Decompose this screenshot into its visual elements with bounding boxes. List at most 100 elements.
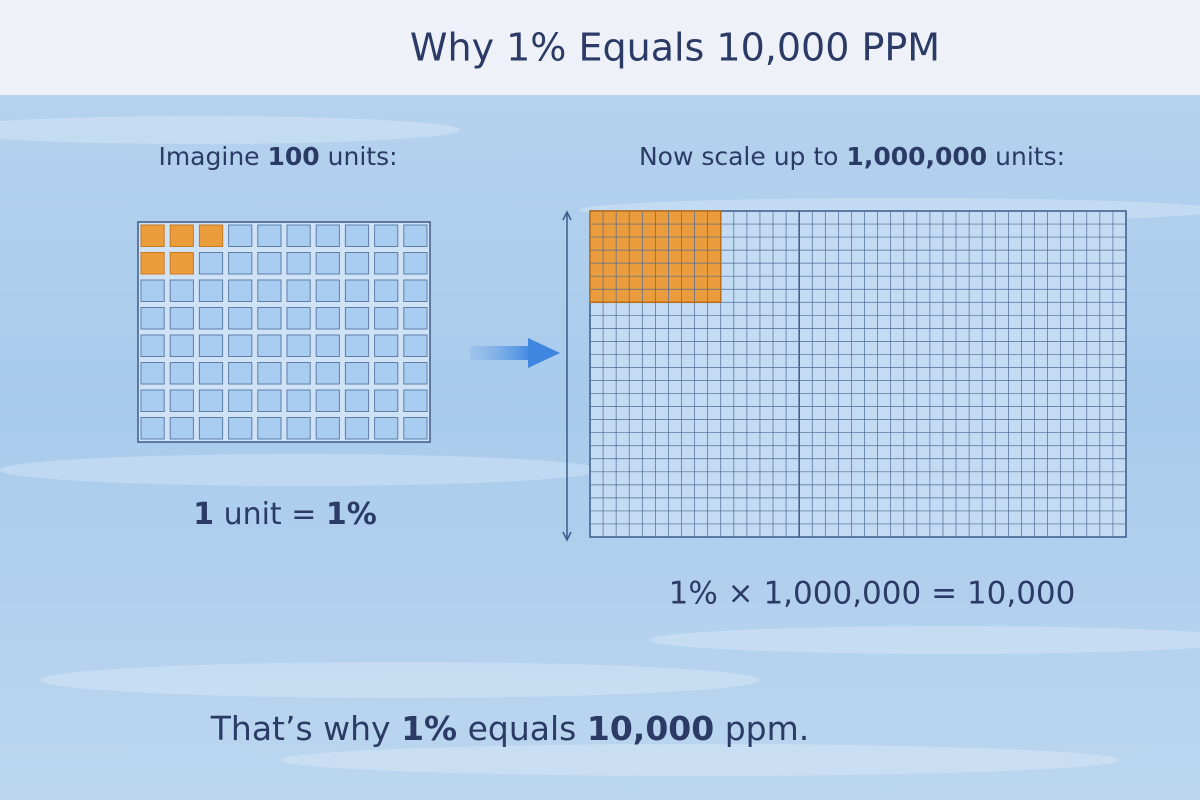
cell [198, 252, 224, 275]
conclusion-part: equals [468, 709, 577, 748]
cell [344, 279, 370, 302]
cell [198, 362, 224, 385]
water-streaks [0, 116, 1200, 776]
right-caption: Now scale up to 1,000,000 units: [639, 142, 1065, 171]
cell [198, 417, 224, 440]
highlighted-cell [198, 224, 224, 247]
caption-part: 1,000,000 [846, 142, 987, 171]
cell [228, 417, 253, 440]
cell [169, 334, 194, 357]
cell [286, 389, 311, 412]
caption-part: units: [328, 142, 398, 171]
cell [286, 334, 311, 357]
cell [286, 252, 311, 275]
cell [315, 279, 340, 302]
cell [403, 279, 428, 302]
cell [169, 417, 194, 440]
caption-part: Now scale up to [639, 142, 839, 171]
cell [198, 389, 224, 412]
cell [169, 279, 194, 302]
cell [374, 417, 399, 440]
conclusion-part: 10,000 [587, 709, 714, 748]
cell [403, 307, 428, 330]
cell [228, 252, 253, 275]
cell [198, 334, 224, 357]
conclusion-part: 1% [401, 709, 457, 748]
cell [403, 389, 428, 412]
cell [344, 417, 370, 440]
cell [257, 334, 282, 357]
cell [315, 362, 340, 385]
cell [315, 252, 340, 275]
title: Why 1% Equals 10,000 PPM [410, 26, 940, 70]
caption-part: 100 [268, 142, 320, 171]
cell [315, 417, 340, 440]
cell [169, 362, 194, 385]
cell [344, 362, 370, 385]
cell [140, 307, 165, 330]
cell [374, 307, 399, 330]
cell [228, 224, 253, 247]
cell [257, 417, 282, 440]
cell [140, 362, 165, 385]
cell [140, 334, 165, 357]
cell [198, 279, 224, 302]
cell [344, 334, 370, 357]
cell [228, 307, 253, 330]
cell [374, 224, 399, 247]
cell [140, 279, 165, 302]
cell [344, 389, 370, 412]
cell [257, 224, 282, 247]
cell [286, 307, 311, 330]
highlighted-cell [169, 224, 194, 247]
small-grid [137, 221, 431, 443]
cell [228, 389, 253, 412]
cell [315, 389, 340, 412]
left-note: 1 unit = 1% [193, 497, 377, 532]
cell [403, 224, 428, 247]
cell [286, 362, 311, 385]
cell [374, 362, 399, 385]
highlight-outline [589, 210, 722, 304]
cell [198, 307, 224, 330]
cell [403, 417, 428, 440]
cell [315, 334, 340, 357]
cell [374, 334, 399, 357]
arrow [470, 338, 560, 368]
cell [257, 362, 282, 385]
cell [228, 362, 253, 385]
highlighted-cell [140, 252, 165, 275]
cell [228, 334, 253, 357]
cell [403, 252, 428, 275]
cell [257, 307, 282, 330]
cell [374, 279, 399, 302]
cell [344, 307, 370, 330]
caption-part: units: [995, 142, 1065, 171]
cell [403, 362, 428, 385]
left-caption: Imagine 100 units: [158, 142, 397, 171]
cell [286, 224, 311, 247]
cell [286, 279, 311, 302]
cell [374, 252, 399, 275]
caption-part: Imagine [158, 142, 259, 171]
conclusion-part: ppm. [725, 709, 810, 748]
highlighted-cell [140, 224, 165, 247]
conclusion: That’s why 1% equals 10,000 ppm. [210, 709, 810, 748]
cell [169, 307, 194, 330]
cell [374, 389, 399, 412]
cell [169, 389, 194, 412]
cell [257, 389, 282, 412]
cell [140, 417, 165, 440]
header-band [0, 0, 1200, 95]
cell [257, 279, 282, 302]
cell [257, 252, 282, 275]
cell [344, 224, 370, 247]
note-part: 1 [193, 497, 214, 532]
cell [286, 417, 311, 440]
note-part: 1% [326, 497, 377, 532]
cell [344, 252, 370, 275]
height-marker [562, 210, 572, 542]
highlighted-cell [169, 252, 194, 275]
